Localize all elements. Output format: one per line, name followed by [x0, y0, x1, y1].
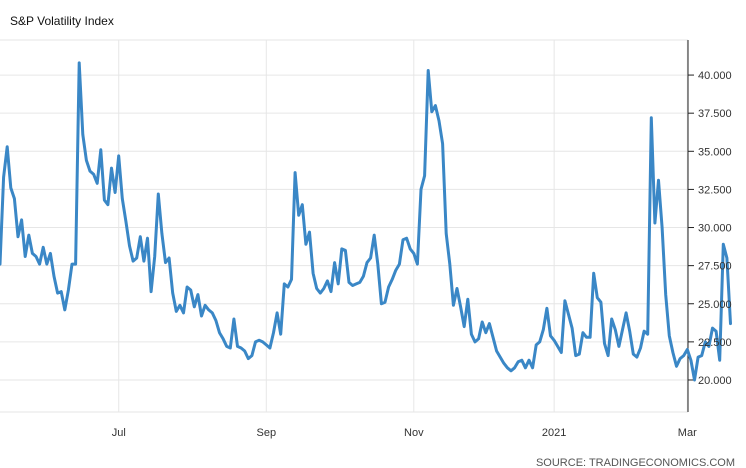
grid [0, 39, 688, 413]
source-label: SOURCE: TRADINGECONOMICS.COM [536, 457, 735, 468]
x-tick-label: Jul [112, 427, 126, 439]
y-tick-label: 20.000 [698, 375, 732, 387]
chart-title: S&P Volatility Index [10, 14, 114, 28]
y-tick-label: 22.500 [698, 337, 732, 349]
x-tick-labels: Jul Sep Nov 2021 Mar [112, 427, 697, 439]
x-tick-label: Sep [256, 427, 276, 439]
y-tick-label: 30.000 [698, 223, 732, 235]
x-tick-label: 2021 [542, 427, 566, 439]
y-tick-label: 32.500 [698, 184, 732, 196]
y-tick-label: 35.000 [698, 146, 732, 158]
series-line-0 [0, 61, 732, 382]
y-tick-label: 27.500 [698, 261, 732, 273]
series-layer [0, 61, 732, 382]
y-tick-labels: 20.000 22.500 25.000 27.500 30.000 32.500 35.0… [698, 70, 732, 387]
x-tick-label: Nov [404, 427, 424, 439]
y-tick-label: 25.000 [698, 299, 732, 311]
x-tick-label: Mar [678, 427, 697, 439]
y-tick-label: 40.000 [698, 70, 732, 82]
y-tick-label: 37.500 [698, 108, 732, 120]
